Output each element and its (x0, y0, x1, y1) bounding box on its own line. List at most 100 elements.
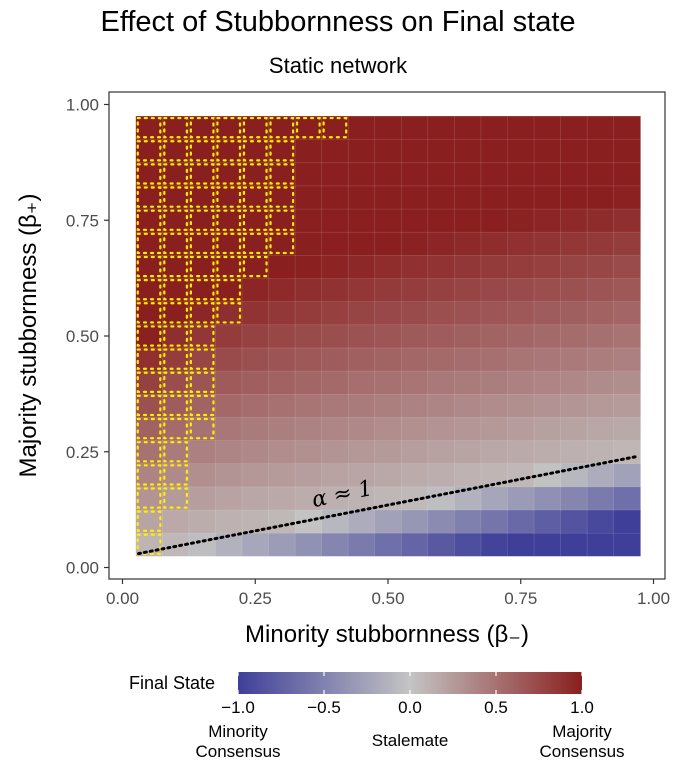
heatmap-cell (533, 231, 562, 256)
heatmap-cell (533, 185, 562, 210)
heatmap-cell (268, 277, 296, 302)
heatmap-cell (507, 231, 535, 256)
heatmap-cell (613, 231, 641, 256)
heatmap-cell (162, 324, 190, 349)
heatmap-cell (533, 347, 562, 372)
heatmap-cell (586, 393, 615, 418)
heatmap-cell (480, 393, 509, 418)
heatmap-cell (268, 370, 296, 395)
heatmap-cell (533, 162, 562, 187)
heatmap-cell (215, 208, 243, 233)
heatmap-cell (560, 532, 588, 557)
heatmap-cell (135, 370, 164, 395)
x-tick-label: 1.00 (637, 589, 670, 608)
heatmap-cell (188, 347, 217, 372)
heatmap-cell (241, 324, 270, 349)
heatmap-cell (400, 509, 429, 534)
heatmap-cell (162, 185, 190, 210)
heatmap-cell (374, 463, 402, 488)
heatmap-cell (507, 208, 535, 233)
heatmap-cell (400, 138, 429, 164)
heatmap-cell (135, 347, 164, 372)
heatmap-cell (162, 347, 190, 372)
heatmap-cell (480, 416, 509, 441)
legend-tick-label: 1.0 (570, 698, 594, 717)
heatmap-cell (215, 185, 243, 210)
heatmap-cell (613, 416, 641, 441)
heatmap-cell (374, 254, 402, 279)
heatmap-cell (507, 509, 535, 534)
heatmap-cell (560, 370, 588, 395)
heatmap-cell (374, 277, 402, 302)
heatmap-cell (215, 486, 243, 511)
heatmap-cell (560, 324, 588, 349)
heatmap-cell (613, 532, 641, 557)
heatmap-cell (400, 185, 429, 210)
heatmap-cell (507, 439, 535, 465)
heatmap-cell (268, 463, 296, 488)
heatmap-cell (294, 532, 323, 557)
heatmap-cell (533, 416, 562, 441)
heatmap-cell (613, 463, 641, 488)
heatmap-cell (162, 138, 190, 164)
heatmap-cell (215, 439, 243, 465)
heatmap-cell (454, 277, 482, 302)
heatmap-cell (560, 208, 588, 233)
heatmap-cell (188, 254, 217, 279)
heatmap-cell (480, 277, 509, 302)
heatmap-cell (294, 231, 323, 256)
heatmap-cell (533, 208, 562, 233)
heatmap-cell (162, 231, 190, 256)
heatmap-cell (294, 138, 323, 164)
heatmap-cell (507, 393, 535, 418)
legend-title: Final State (129, 673, 216, 693)
x-tick-label: 0.00 (106, 589, 139, 608)
heatmap-cell (586, 416, 615, 441)
heatmap-cell (613, 486, 641, 511)
legend-tick-label: −0.5 (307, 698, 341, 717)
y-tick-label: 1.00 (66, 96, 99, 115)
heatmap-cell (586, 115, 615, 140)
heatmap-cell (135, 277, 164, 302)
heatmap-cell (268, 208, 296, 233)
heatmap-cell (374, 439, 402, 465)
heatmap-cell (480, 162, 509, 187)
heatmap-cell (454, 439, 482, 465)
heatmap-cell (241, 486, 270, 511)
heatmap-cell (188, 162, 217, 187)
heatmap-cell (215, 324, 243, 349)
heatmap-cell (135, 115, 164, 140)
heatmap-cell (454, 509, 482, 534)
heatmap-cell (613, 115, 641, 140)
heatmap-cell (321, 277, 349, 302)
heatmap-cell (241, 277, 270, 302)
chart-subtitle: Static network (268, 53, 408, 78)
heatmap-cell (268, 231, 296, 256)
heatmap-cell (427, 486, 456, 511)
heatmap-cell (188, 115, 217, 140)
heatmap-cell (454, 370, 482, 395)
heatmap-cell (215, 347, 243, 372)
heatmap-cell (188, 185, 217, 210)
heatmap-cell (347, 324, 376, 349)
heatmap-cell (215, 138, 243, 164)
heatmap-cell (135, 416, 164, 441)
heatmap-cell (533, 115, 562, 140)
heatmap-cell (480, 231, 509, 256)
heatmap-cell (454, 208, 482, 233)
heatmap-cell (347, 439, 376, 465)
heatmap-cell (321, 324, 349, 349)
heatmap-cell (347, 370, 376, 395)
heatmap-cell (613, 185, 641, 210)
heatmap-cell (374, 185, 402, 210)
heatmap-cell (480, 115, 509, 140)
heatmap-cell (321, 185, 349, 210)
heatmap-cell (321, 115, 349, 140)
heatmap-cell (215, 231, 243, 256)
heatmap-cell (613, 324, 641, 349)
heatmap-cell (560, 277, 588, 302)
heatmap-cell (427, 463, 456, 488)
heatmap-cell (480, 509, 509, 534)
heatmap-cell (454, 115, 482, 140)
heatmap-cell (294, 300, 323, 326)
